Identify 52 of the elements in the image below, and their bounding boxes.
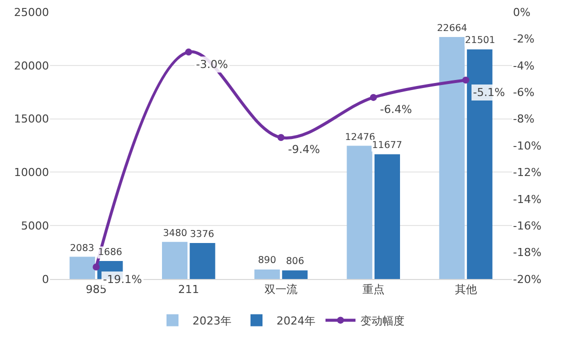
point bbox=[370, 94, 377, 101]
bar bbox=[374, 154, 400, 279]
legend-label: 2024年 bbox=[276, 314, 316, 328]
point bbox=[92, 263, 100, 270]
y2-tick-label: -8% bbox=[513, 112, 534, 126]
point bbox=[185, 48, 192, 56]
data-label: 22664 bbox=[437, 23, 468, 34]
data-label: -19.1% bbox=[103, 273, 142, 286]
data-label: -6.4% bbox=[380, 103, 412, 116]
data-label: 890 bbox=[258, 255, 276, 266]
point bbox=[278, 134, 284, 141]
data-label: -9.4% bbox=[288, 143, 320, 156]
data-label: -3.0% bbox=[196, 58, 228, 71]
legend-label: 变动幅度 bbox=[360, 314, 404, 328]
bar bbox=[282, 270, 308, 279]
data-label: 3480 bbox=[163, 228, 188, 239]
bar bbox=[70, 256, 96, 279]
y2-tick-label: 0% bbox=[513, 6, 530, 19]
x-tick-label: 985 bbox=[86, 283, 107, 296]
x-tick-label: 211 bbox=[178, 283, 200, 296]
y2-tick-label: -20% bbox=[513, 272, 542, 286]
data-label: 11677 bbox=[372, 140, 402, 151]
bar bbox=[254, 269, 280, 279]
y2-tick-label: -4% bbox=[513, 59, 534, 72]
y-tick-label: 10000 bbox=[14, 166, 49, 180]
y2-tick-label: -10% bbox=[513, 139, 542, 152]
bar bbox=[162, 242, 188, 279]
y-tick-label: 5000 bbox=[21, 219, 49, 232]
x-tick-label: 重点 bbox=[362, 283, 384, 296]
y2-tick-label: -6% bbox=[513, 86, 534, 99]
y2-tick-label: -12% bbox=[513, 166, 542, 180]
data-label: 21501 bbox=[465, 35, 496, 46]
y-tick-label: 0 bbox=[42, 272, 49, 286]
y2-tick-label: -18% bbox=[513, 246, 542, 260]
bar bbox=[346, 146, 372, 279]
x-tick-label: 其他 bbox=[454, 283, 477, 296]
bar bbox=[439, 36, 465, 279]
legend-label: 2023年 bbox=[192, 314, 232, 328]
bar bbox=[190, 242, 216, 279]
x-tick-label: 双一流 bbox=[264, 283, 298, 296]
data-label: 2083 bbox=[70, 243, 94, 254]
data-label: 1686 bbox=[98, 247, 122, 258]
data-label: 3376 bbox=[190, 229, 214, 240]
y-tick-label: 25000 bbox=[14, 6, 49, 19]
y2-tick-label: -16% bbox=[513, 219, 542, 232]
y2-tick-label: -14% bbox=[513, 192, 542, 206]
y2-tick-label: -2% bbox=[513, 32, 534, 46]
point bbox=[462, 76, 470, 84]
y-tick-label: 20000 bbox=[14, 59, 49, 72]
data-label: -5.1% bbox=[473, 86, 505, 99]
y-tick-label: 15000 bbox=[14, 112, 49, 126]
data-label: 806 bbox=[286, 256, 304, 267]
